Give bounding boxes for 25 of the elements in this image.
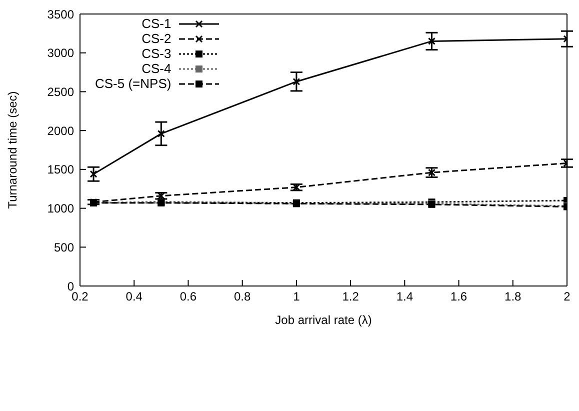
y-tick-label: 500 <box>54 240 74 254</box>
legend-label: CS-2 <box>142 31 172 46</box>
legend-label: CS-4 <box>142 61 172 76</box>
x-tick-label: 1.4 <box>396 290 414 304</box>
x-tick-label: 0.6 <box>180 290 197 304</box>
x-tick-label: 1.6 <box>450 290 468 304</box>
y-tick-label: 3000 <box>47 46 74 60</box>
y-tick-label: 0 <box>67 279 74 294</box>
legend-label: CS-1 <box>142 16 172 31</box>
x-tick-label: 2 <box>564 290 571 304</box>
x-tick-label: 0.8 <box>234 290 251 304</box>
x-tick-label: 1.2 <box>342 290 360 304</box>
x-axis-title: Job arrival rate (λ) <box>275 313 372 327</box>
y-tick-label: 1000 <box>47 202 74 216</box>
y-tick-label: 2000 <box>47 124 74 138</box>
y-tick-label: 3500 <box>47 7 74 22</box>
y-tick-label: 1500 <box>47 162 74 177</box>
y-axis-title: Turnaround time (sec) <box>5 91 20 209</box>
y-tick-label: 2500 <box>47 84 74 99</box>
x-tick-label: 0.2 <box>72 290 89 304</box>
legend-label: CS-3 <box>142 46 172 61</box>
x-tick-label: 1 <box>293 290 300 304</box>
x-tick-label: 0.4 <box>126 290 143 304</box>
legend-label: CS-5 (=NPS) <box>95 76 172 91</box>
x-tick-label: 1.8 <box>504 290 522 304</box>
